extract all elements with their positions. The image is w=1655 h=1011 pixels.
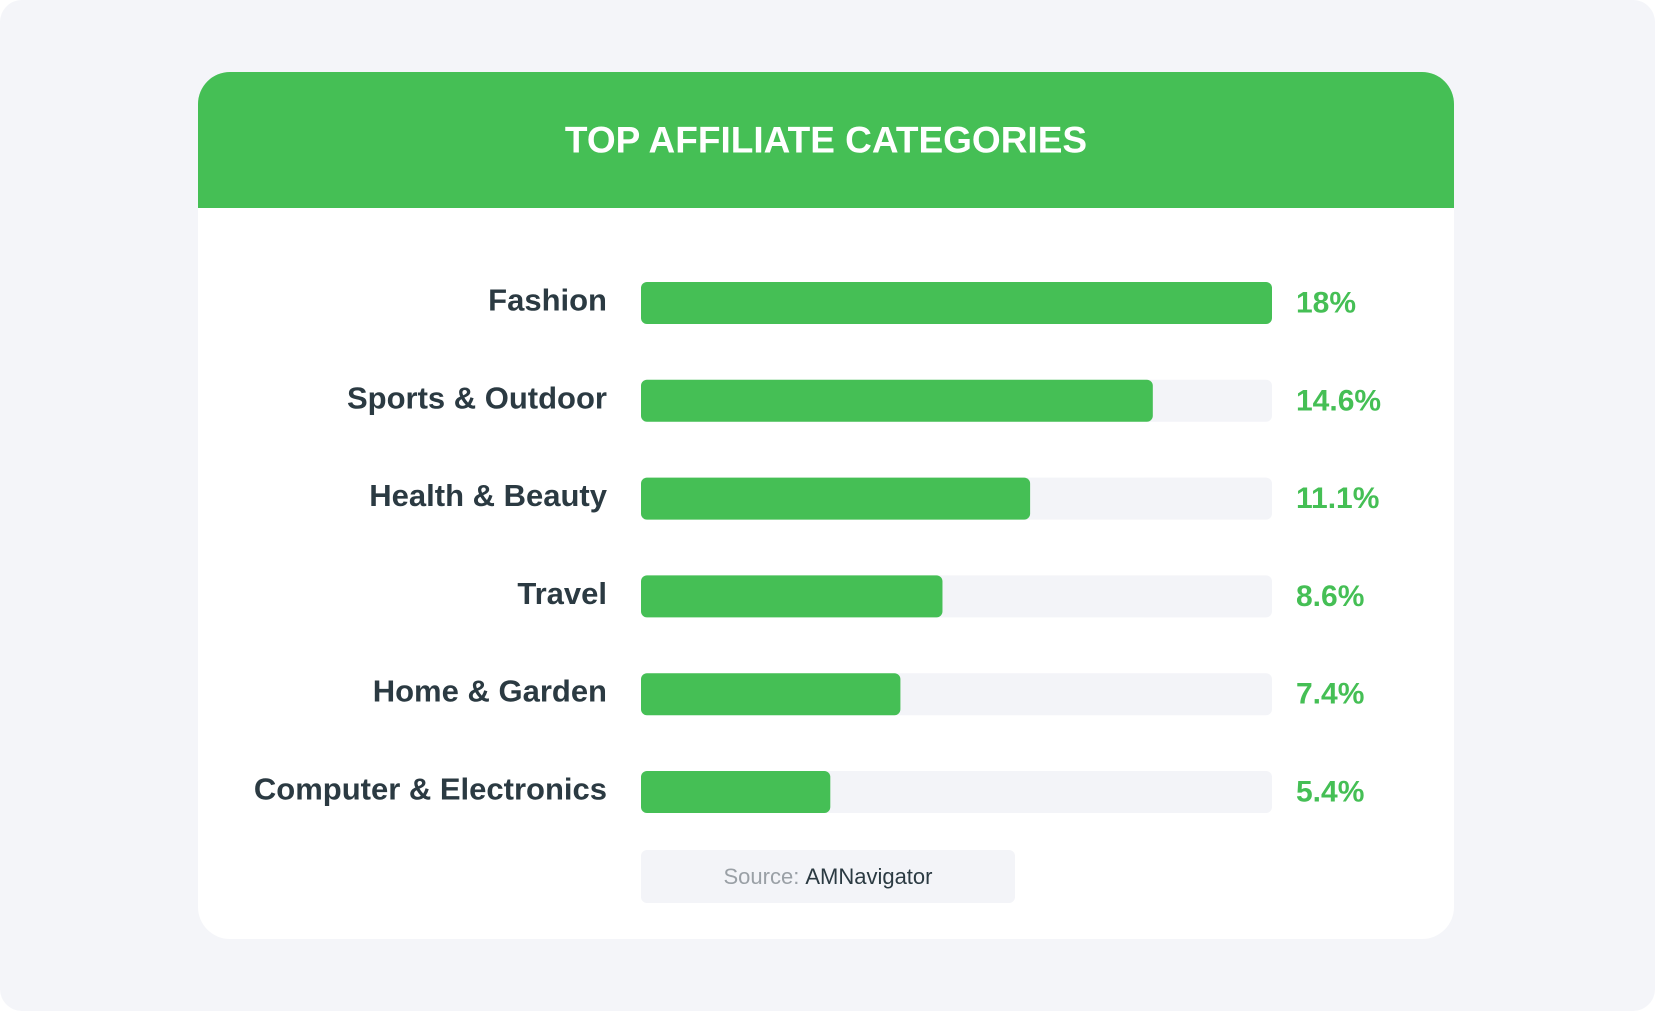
category-label: Home & Garden: [373, 674, 607, 709]
category-label: Sports & Outdoor: [347, 380, 607, 415]
category-label: Health & Beauty: [369, 478, 607, 513]
category-label: Travel: [517, 576, 607, 611]
value-label: 5.4%: [1296, 776, 1364, 809]
source-label: Source:: [724, 864, 800, 889]
value-label: 18%: [1296, 287, 1356, 320]
source: Source: AMNavigator: [724, 864, 933, 889]
bar: [641, 673, 901, 716]
value-label: 7.4%: [1296, 678, 1364, 711]
source-box: [641, 850, 1015, 903]
bar: [641, 771, 831, 813]
category-label: Fashion: [488, 283, 607, 318]
bar: [641, 379, 1153, 422]
value-label: 11.1%: [1296, 482, 1379, 515]
bar: [641, 575, 943, 618]
value-label: 8.6%: [1296, 580, 1364, 613]
card-header: [198, 72, 1454, 208]
category-label: Computer & Electronics: [254, 772, 607, 807]
bar: [641, 477, 1031, 520]
source-name: AMNavigator: [805, 864, 932, 889]
bar: [641, 282, 1272, 324]
value-label: 14.6%: [1296, 384, 1381, 417]
chart-title: TOP AFFILIATE CATEGORIES: [565, 120, 1087, 161]
